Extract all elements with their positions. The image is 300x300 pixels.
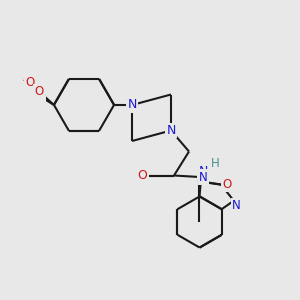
Text: O: O	[26, 76, 34, 89]
Text: H: H	[211, 157, 220, 170]
Text: O: O	[34, 85, 43, 98]
Text: N: N	[198, 165, 208, 178]
Text: O: O	[36, 91, 45, 101]
Text: N: N	[199, 171, 208, 184]
Text: N: N	[127, 98, 137, 112]
Text: N: N	[232, 199, 241, 212]
Text: O: O	[138, 169, 147, 182]
Text: O: O	[222, 178, 232, 191]
Text: N: N	[166, 124, 176, 137]
